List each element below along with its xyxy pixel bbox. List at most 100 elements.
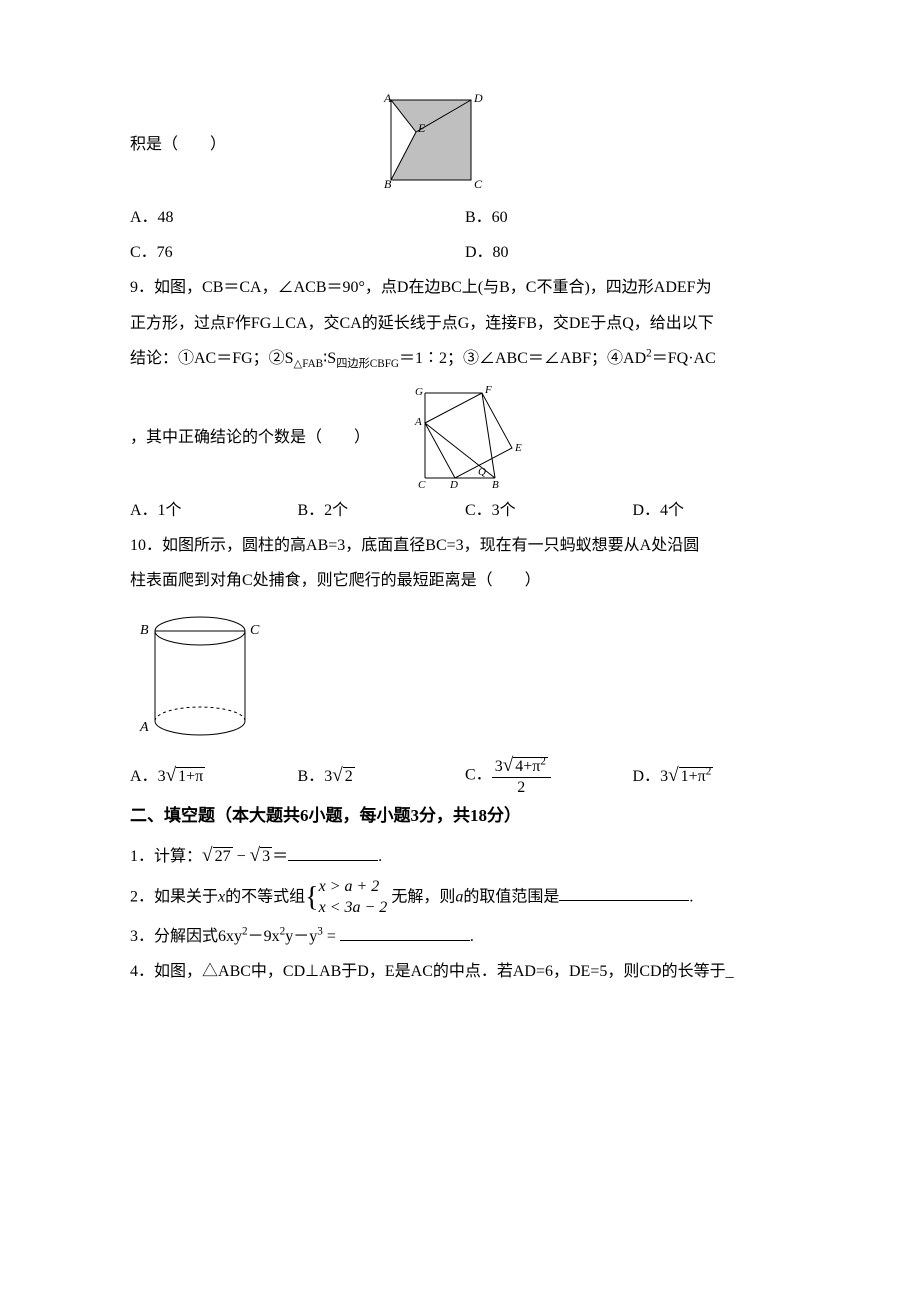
q10c-lbl: C．: [465, 766, 492, 783]
f3-m1: －9x: [248, 928, 280, 945]
f2-sys1: x > a + 2: [319, 878, 380, 895]
q8-opt-b: B．60: [465, 200, 800, 235]
q10d-coef: 3: [660, 768, 668, 785]
f1-minus: −: [237, 848, 246, 865]
svg-text:B: B: [492, 479, 499, 491]
q8-opt-c: C．76: [130, 235, 465, 270]
f1-b: 3: [260, 847, 272, 865]
f3-num: 3．: [130, 928, 154, 945]
q9-line1: 9．如图，CB＝CA，∠ACB＝90°，点D在边BC上(与B，C不重合)，四边形…: [130, 270, 800, 305]
q9-opt-d: D．4个: [633, 493, 801, 528]
q10-opt-a: A．3√1+π: [130, 755, 298, 797]
q9-s3d: ＝FQ·AC: [652, 350, 716, 367]
q9-s3a: 结论：①AC＝FG；②S: [130, 350, 294, 367]
svg-text:A: A: [139, 720, 149, 735]
q9-opt-b: B．2个: [298, 493, 466, 528]
f1-tail: .: [378, 848, 382, 865]
q10-line1: 10．如图所示，圆柱的高AB=3，底面直径BC=3，现在有一只蚂蚁想要从A处沿圆: [130, 528, 800, 563]
svg-text:D: D: [449, 479, 458, 491]
f3-eq: =: [323, 928, 340, 945]
q9-stem1: 如图，CB＝CA，∠ACB＝90°，点D在边BC上(与B，C不重合)，四边形AD…: [154, 279, 712, 296]
f3-m2: y－y: [285, 928, 317, 945]
q10c-den: 2: [492, 778, 551, 797]
f2-pre: 如果关于: [154, 888, 218, 905]
f2-m1: 的不等式组: [225, 888, 305, 905]
f2-tail: .: [689, 888, 693, 905]
q9-num: 9．: [130, 279, 154, 296]
q9-stem4: ，其中正确结论的个数是（ ）: [130, 420, 370, 455]
q9-figure: A B C D E F G Q: [400, 383, 530, 493]
q8-row: 积是（ ） A D B C E: [130, 90, 800, 200]
q10c-coef: 3: [495, 758, 503, 775]
q10c-exp: 2: [540, 756, 546, 768]
q10a-lbl: A．: [130, 768, 158, 785]
q10-opt-b: B．3√2: [298, 755, 466, 797]
q8-options-row1: A．48 B．60: [130, 200, 800, 235]
q10a-rad: 1+π: [178, 768, 203, 785]
f2-m2: 无解，则: [391, 888, 455, 905]
svg-text:E: E: [514, 442, 522, 454]
q10-num: 10．: [130, 537, 162, 554]
section2-title: 二、填空题（本大题共6小题，每小题3分，共18分）: [130, 797, 800, 834]
lbl-E: E: [417, 121, 426, 135]
svg-text:B: B: [140, 623, 149, 638]
q10-opt-d: D．3√1+π2: [633, 755, 801, 797]
q10-opt-c: C．3√4+π22: [465, 754, 633, 797]
q9-row: ，其中正确结论的个数是（ ） A B C D E F G Q: [130, 383, 800, 493]
q9-options: A．1个 B．2个 C．3个 D．4个: [130, 493, 800, 528]
f2-m3: 的取值范围是: [463, 888, 559, 905]
f3: 3．分解因式6xy2－9x2y－y3 = .: [130, 919, 800, 954]
q8-figure: A D B C E: [366, 90, 496, 200]
q10a-coef: 3: [158, 768, 166, 785]
f4-num: 4．: [130, 963, 154, 980]
q8-opt-d: D．80: [465, 235, 800, 270]
q10b-lbl: B．: [298, 768, 325, 785]
q10-options: A．3√1+π B．3√2 C．3√4+π22 D．3√1+π2: [130, 754, 800, 797]
q10-figure: B C A: [130, 606, 800, 746]
q9-s3b: ∶S: [323, 350, 336, 367]
q9-opt-a: A．1个: [130, 493, 298, 528]
f3-tail: .: [470, 928, 474, 945]
q8-stem-tail: 积是（ ）: [130, 127, 226, 162]
f1-eq: ＝: [272, 848, 288, 865]
lbl-B: B: [384, 177, 392, 191]
q9-sub2: 四边形CBFG: [336, 358, 399, 370]
brace-icon: {: [305, 882, 318, 913]
svg-text:Q: Q: [478, 466, 486, 478]
q8-options-row2: C．76 D．80: [130, 235, 800, 270]
f1-num: 1．: [130, 848, 154, 865]
q10b-rad: 2: [343, 767, 355, 785]
lbl-C: C: [474, 177, 483, 191]
f4-text: 如图，△ABC中，CD⊥AB于D，E是AC的中点．若AD=6，DE=5，则CD的…: [154, 963, 734, 980]
svg-text:C: C: [250, 623, 260, 638]
f1-blank: [288, 844, 378, 861]
q10-line2: 柱表面爬到对角C处捕食，则它爬行的最短距离是（ ）: [130, 563, 800, 598]
q10-stem1: 如图所示，圆柱的高AB=3，底面直径BC=3，现在有一只蚂蚁想要从A处沿圆: [162, 537, 699, 554]
q10d-rad: 1+π: [681, 768, 706, 785]
f4: 4．如图，△ABC中，CD⊥AB于D，E是AC的中点．若AD=6，DE=5，则C…: [130, 954, 800, 989]
f2-sys2: x < 3a − 2: [319, 899, 388, 916]
f1: 1．计算：√27 − √3＝.: [130, 835, 800, 877]
f3-blank: [340, 924, 470, 941]
q9-sub1: △FAB: [294, 358, 324, 370]
q9-line3: 结论：①AC＝FG；②S△FAB∶S四边形CBFG＝1∶2；③∠ABC＝∠ABF…: [130, 341, 800, 377]
f3-pre: 分解因式6xy: [154, 928, 242, 945]
q10d-exp: 2: [706, 765, 712, 777]
svg-text:F: F: [484, 384, 492, 396]
f2-blank: [559, 884, 689, 901]
svg-text:G: G: [415, 386, 423, 398]
svg-text:C: C: [418, 479, 426, 491]
q10d-lbl: D．: [633, 768, 661, 785]
q10c-rad: 4+π: [515, 758, 540, 775]
lbl-D: D: [473, 91, 483, 105]
q9-s3c: ＝1∶2；③∠ABC＝∠ABF；④AD: [399, 350, 646, 367]
f2-sys: x > a + 2 x < 3a − 2: [319, 877, 388, 919]
f1-a: 27: [213, 847, 233, 865]
q9-opt-c: C．3个: [465, 493, 633, 528]
svg-text:A: A: [414, 416, 422, 428]
q10b-coef: 3: [324, 768, 332, 785]
q8-opt-a: A．48: [130, 200, 465, 235]
f2: 2．如果关于x的不等式组{x > a + 2x < 3a − 2 无解，则a的取…: [130, 877, 800, 919]
lbl-A: A: [383, 91, 392, 105]
f1-pre: 计算：: [154, 848, 202, 865]
